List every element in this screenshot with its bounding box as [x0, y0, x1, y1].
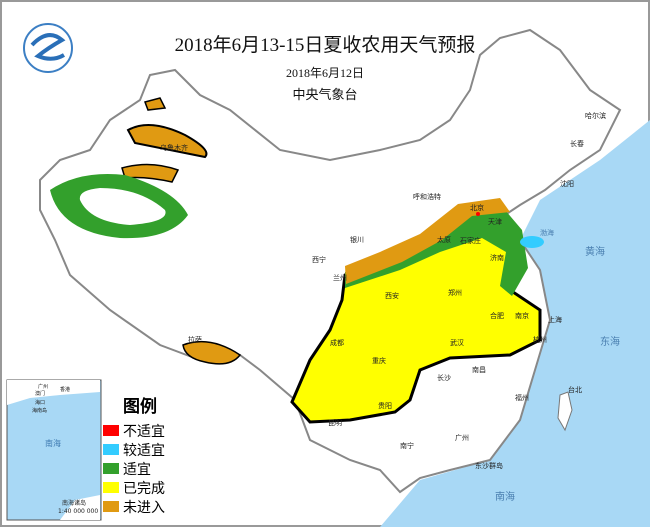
svg-text:上海: 上海: [548, 315, 562, 324]
svg-text:哈尔滨: 哈尔滨: [585, 111, 606, 120]
svg-text:海口: 海口: [35, 399, 45, 406]
legend-label: 适宜: [123, 461, 151, 478]
svg-text:南昌: 南昌: [472, 365, 486, 374]
svg-text:拉萨: 拉萨: [188, 335, 202, 344]
svg-text:天津: 天津: [488, 218, 502, 226]
svg-text:南京: 南京: [515, 311, 529, 320]
svg-text:南海: 南海: [495, 490, 515, 503]
svg-text:台北: 台北: [568, 385, 582, 394]
issuer: 中央气象台: [292, 88, 358, 103]
svg-text:1:40 000 000: 1:40 000 000: [58, 508, 98, 515]
svg-text:武汉: 武汉: [450, 338, 464, 347]
svg-text:南海: 南海: [45, 438, 61, 448]
svg-text:广州: 广州: [455, 433, 469, 442]
legend: 图例 不适宜 较适宜 适宜 已完成 未进入: [103, 392, 193, 516]
legend-label: 未进入: [123, 499, 165, 516]
svg-text:银川: 银川: [350, 235, 364, 244]
svg-text:合肥: 合肥: [490, 311, 504, 320]
svg-text:北京: 北京: [470, 203, 484, 212]
svg-text:呼和浩特: 呼和浩特: [413, 192, 441, 201]
region-not-entered-xj2: [144, 97, 167, 111]
cma-logo: [23, 23, 73, 73]
inset-map: 南海 广州 香港 澳门 海口 海南岛 南海诸岛 1:40 000 000: [6, 379, 102, 521]
region-not-entered-tibet: [182, 340, 242, 365]
legend-title: 图例: [123, 397, 157, 417]
svg-text:海南岛: 海南岛: [32, 407, 47, 414]
svg-text:澳门: 澳门: [35, 390, 45, 397]
svg-text:杭州: 杭州: [533, 335, 547, 344]
svg-text:重庆: 重庆: [372, 356, 386, 365]
svg-text:东海: 东海: [600, 335, 620, 348]
legend-label: 不适宜: [123, 423, 165, 440]
svg-text:沈阳: 沈阳: [560, 179, 574, 188]
taiwan: [557, 391, 573, 432]
svg-text:南海诸岛: 南海诸岛: [62, 499, 86, 507]
svg-text:郑州: 郑州: [448, 289, 462, 297]
ocean: [380, 120, 650, 527]
legend-label: 已完成: [123, 480, 165, 497]
legend-item: 不适宜: [103, 421, 193, 440]
legend-swatch: [103, 482, 119, 493]
svg-text:石家庄: 石家庄: [460, 236, 481, 245]
region-not-entered-xj3: [121, 163, 180, 183]
svg-text:长沙: 长沙: [437, 373, 451, 382]
region-not-entered-xj1: [126, 124, 208, 159]
svg-text:黄海: 黄海: [585, 245, 605, 258]
city-labels: 北京 天津 石家庄 太原 济南 郑州 西安 兰州 西宁 银川 呼和浩特 合肥 南…: [160, 111, 620, 503]
legend-label: 较适宜: [123, 442, 165, 459]
legend-swatch: [103, 463, 119, 474]
issue-date: 2018年6月12日: [285, 66, 364, 80]
svg-text:福州: 福州: [515, 393, 529, 402]
legend-swatch: [103, 425, 119, 436]
svg-text:广州: 广州: [38, 383, 48, 390]
legend-item: 未进入: [103, 497, 193, 516]
legend-swatch: [103, 444, 119, 455]
legend-item: 适宜: [103, 459, 193, 478]
svg-text:西安: 西安: [385, 291, 399, 300]
svg-text:济南: 济南: [490, 253, 504, 262]
svg-text:南宁: 南宁: [400, 441, 414, 450]
legend-item: 较适宜: [103, 440, 193, 459]
svg-text:西宁: 西宁: [312, 255, 326, 264]
region-fairly-suitable: [520, 236, 544, 248]
legend-item: 已完成: [103, 478, 193, 497]
svg-text:东沙群岛: 东沙群岛: [475, 461, 503, 470]
svg-text:太原: 太原: [437, 235, 451, 244]
svg-text:成都: 成都: [330, 338, 344, 347]
svg-text:昆明: 昆明: [328, 419, 342, 427]
svg-text:乌鲁木齐: 乌鲁木齐: [160, 143, 188, 152]
svg-text:香港: 香港: [60, 386, 70, 393]
svg-text:贵阳: 贵阳: [378, 401, 392, 410]
svg-text:兰州: 兰州: [333, 273, 347, 282]
legend-swatch: [103, 501, 119, 512]
svg-text:渤海: 渤海: [540, 228, 554, 237]
svg-text:长春: 长春: [570, 139, 584, 148]
region-suitable-xj: [50, 174, 188, 239]
map-title: 2018年6月13-15日夏收农用天气预报: [174, 35, 476, 56]
region-not-entered-north: [345, 198, 510, 284]
region-suitable-north: [345, 204, 528, 296]
